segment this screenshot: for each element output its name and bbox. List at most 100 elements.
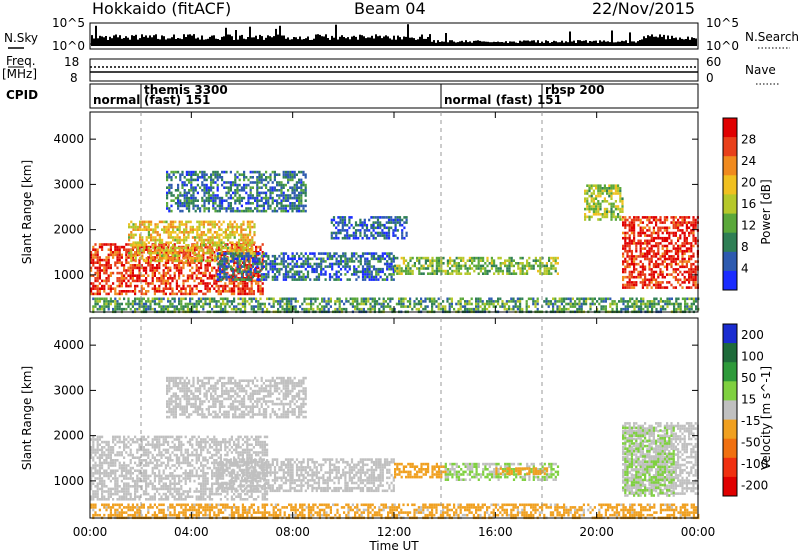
power-cell xyxy=(224,246,227,250)
power-cell xyxy=(229,249,232,252)
power-cell xyxy=(293,191,296,195)
power-cell xyxy=(389,307,392,311)
power-cell xyxy=(191,274,194,277)
power-cell xyxy=(376,226,380,230)
power-cell xyxy=(147,236,150,239)
power-cell xyxy=(222,246,225,250)
power-cell xyxy=(278,270,281,274)
power-cell xyxy=(457,267,460,270)
power-cell xyxy=(244,305,247,308)
power-cell xyxy=(140,266,143,270)
power-cell xyxy=(96,300,99,303)
power-cell xyxy=(337,236,340,240)
power-cell xyxy=(685,236,688,240)
power-cell xyxy=(149,264,152,267)
power-cell xyxy=(449,267,452,270)
power-cell xyxy=(94,248,97,251)
power-cell xyxy=(646,229,649,232)
power-cell xyxy=(114,302,117,306)
power-cell xyxy=(203,183,206,187)
power-cell xyxy=(381,223,384,227)
power-cell xyxy=(214,209,217,213)
nsky-bar xyxy=(423,38,425,46)
power-cell xyxy=(200,233,203,237)
power-cell xyxy=(404,297,407,301)
power-cell xyxy=(694,218,697,222)
power-cell xyxy=(348,226,351,230)
power-cell xyxy=(385,216,388,219)
power-cell xyxy=(212,173,215,176)
power-cell xyxy=(211,297,214,301)
power-cell xyxy=(131,256,134,259)
power-cell xyxy=(156,266,159,270)
power-cell xyxy=(597,207,600,211)
power-cell xyxy=(694,260,697,263)
power-cell xyxy=(370,231,373,235)
power-cell xyxy=(473,264,476,268)
power-cell xyxy=(147,256,150,259)
power-cell xyxy=(212,186,215,189)
power-cell xyxy=(305,307,308,311)
power-cell xyxy=(196,220,199,224)
power-cell xyxy=(158,257,161,260)
power-cell xyxy=(650,278,653,282)
power-cell xyxy=(169,246,172,250)
power-cell xyxy=(663,218,666,222)
power-cell xyxy=(147,261,150,264)
power-cell xyxy=(193,248,196,251)
nsky-bar xyxy=(241,34,243,46)
power-cell xyxy=(227,246,230,250)
power-cell xyxy=(240,278,244,281)
power-cell xyxy=(291,252,294,255)
power-cell xyxy=(346,262,349,266)
power-cell xyxy=(402,305,405,308)
power-cell xyxy=(172,254,175,257)
power-cell xyxy=(167,236,170,239)
power-cell xyxy=(242,249,245,252)
power-cell xyxy=(149,302,152,306)
power-cell xyxy=(256,186,259,189)
power-cell xyxy=(196,178,199,182)
power-cell xyxy=(261,292,264,296)
power-cell xyxy=(311,270,314,274)
power-cell xyxy=(196,191,199,195)
power-cell xyxy=(351,305,354,308)
power-cell xyxy=(262,178,265,182)
power-cell xyxy=(205,186,208,189)
power-cell xyxy=(262,252,266,255)
power-cell xyxy=(114,253,117,257)
power-cell xyxy=(227,191,230,195)
power-cell xyxy=(145,259,148,263)
power-cell xyxy=(223,252,226,255)
power-cell xyxy=(371,297,374,301)
power-cell xyxy=(479,256,482,260)
power-cell xyxy=(677,247,680,250)
power-cell xyxy=(586,189,589,193)
cpid-seg-2-line1: themis 3300 xyxy=(144,83,228,97)
power-cell xyxy=(324,265,327,268)
power-cell xyxy=(239,302,242,306)
power-cell xyxy=(619,189,622,193)
power-cell xyxy=(292,307,295,311)
power-cell xyxy=(250,243,253,246)
power-cell xyxy=(238,173,241,176)
power-cell xyxy=(247,196,250,200)
nsky-bar xyxy=(647,35,649,46)
power-cell xyxy=(200,223,203,226)
power-cell xyxy=(666,249,669,253)
power-cell xyxy=(224,282,227,285)
power-cell xyxy=(206,287,209,290)
nsky-bar xyxy=(655,36,657,46)
power-cell xyxy=(370,234,373,237)
power-cell xyxy=(262,207,265,210)
power-cell xyxy=(369,302,372,306)
power-cell xyxy=(679,236,682,240)
power-cell xyxy=(372,226,375,230)
power-cell xyxy=(94,253,97,257)
power-cell xyxy=(650,239,653,243)
power-cell xyxy=(118,305,121,308)
power-cell xyxy=(153,302,156,306)
power-cell xyxy=(196,228,199,231)
power-cell xyxy=(118,282,121,285)
power-cell xyxy=(205,199,208,202)
